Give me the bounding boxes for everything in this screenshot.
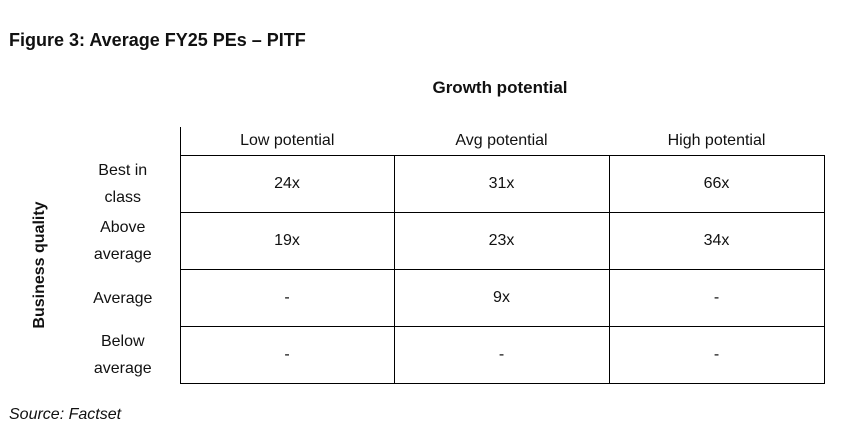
value-cell: -: [608, 326, 825, 384]
value-cell: 19x: [179, 212, 395, 270]
row-label-line1: Below: [100, 333, 145, 350]
value-cell: 31x: [393, 155, 610, 213]
business-quality-label: Business quality: [31, 201, 48, 329]
row-label-line2: average: [93, 360, 152, 377]
figure-title: Figure 3: Average FY25 PEs – PITF: [9, 30, 306, 50]
table-row: Above average 19x 23x 34x: [70, 212, 825, 270]
value-cell: 9x: [393, 269, 610, 327]
value-cell: 24x: [179, 155, 395, 213]
col-header-low-potential: Low potential: [179, 127, 394, 156]
header-row: Low potential Avg potential High potenti…: [70, 127, 824, 156]
source-note: Source: Factset: [9, 406, 122, 423]
corner-cell: [70, 127, 180, 156]
row-header-best-in-class: Best in class: [70, 156, 180, 213]
row-header-below-average: Below average: [70, 327, 180, 384]
col-header-high-potential: High potential: [609, 127, 824, 156]
row-label-line2: class: [104, 189, 141, 206]
table-row: Best in class 24x 31x 66x: [70, 155, 825, 213]
row-label-line2: average: [93, 246, 152, 263]
row-header-above-average: Above average: [70, 213, 180, 270]
row-label-line1: Above: [100, 219, 146, 236]
pe-matrix-table: Low potential Avg potential High potenti…: [70, 127, 825, 384]
table-row: Average - 9x -: [70, 269, 825, 327]
value-cell: 23x: [393, 212, 610, 270]
value-cell: -: [179, 326, 395, 384]
value-cell: 66x: [608, 155, 825, 213]
value-cell: -: [608, 269, 825, 327]
value-cell: -: [179, 269, 395, 327]
col-header-avg-potential: Avg potential: [394, 127, 609, 156]
table-row: Below average - - -: [70, 326, 825, 384]
growth-potential-label: Growth potential: [432, 78, 568, 97]
row-header-average: Average: [70, 270, 180, 327]
row-label-line1: Average: [93, 289, 153, 307]
row-label-line1: Best in: [98, 162, 148, 179]
value-cell: 34x: [608, 212, 825, 270]
value-cell: -: [393, 326, 610, 384]
